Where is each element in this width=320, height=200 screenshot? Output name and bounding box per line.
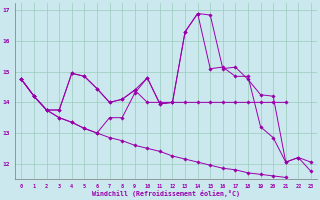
X-axis label: Windchill (Refroidissement éolien,°C): Windchill (Refroidissement éolien,°C) [92,190,240,197]
